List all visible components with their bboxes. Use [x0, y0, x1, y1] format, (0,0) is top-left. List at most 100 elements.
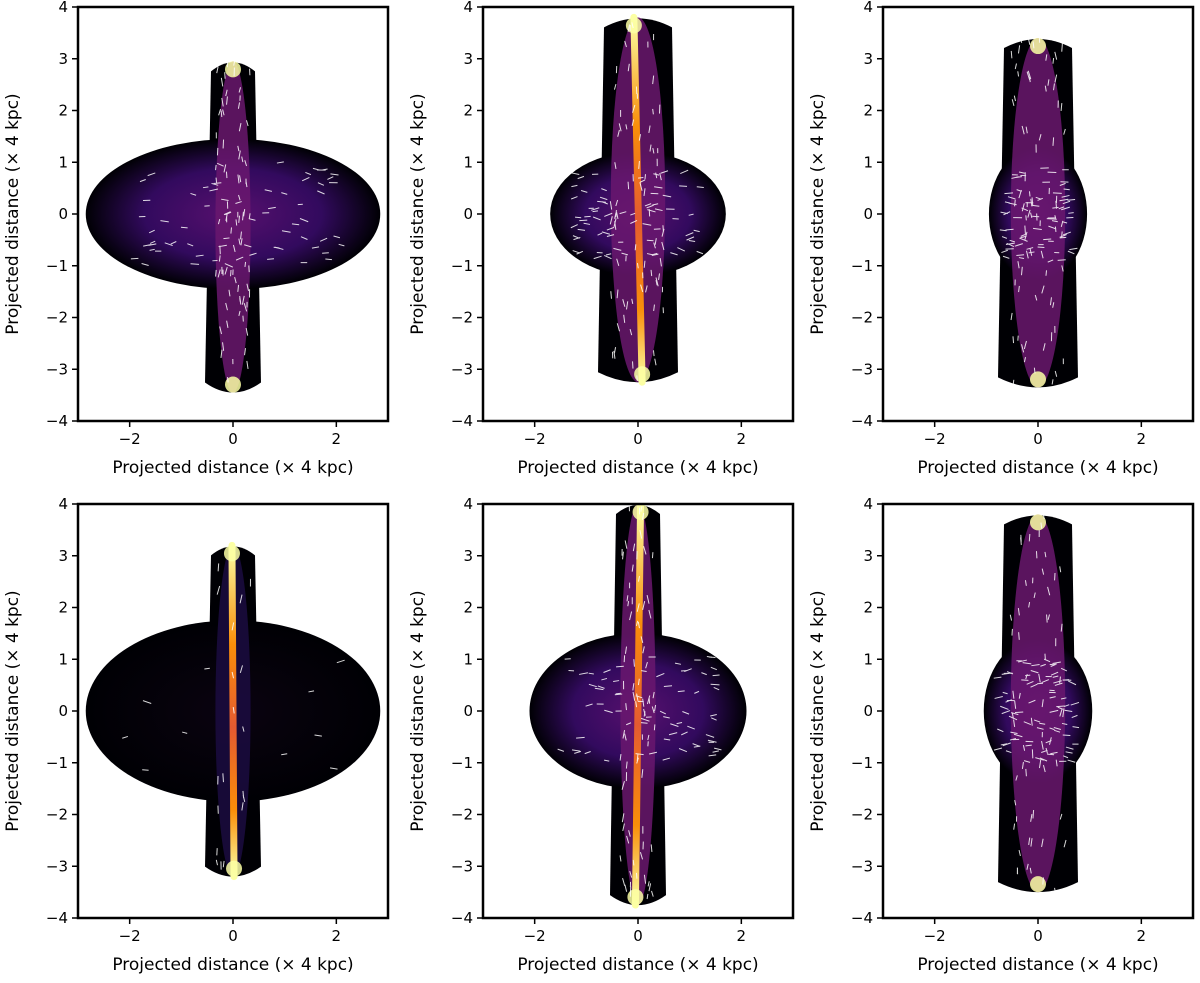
- vector: [1001, 236, 1008, 239]
- vector: [213, 182, 222, 184]
- x-tick-label: 0: [633, 927, 643, 945]
- x-tick-label: −2: [119, 430, 141, 448]
- vector: [631, 298, 634, 304]
- vector: [1068, 212, 1074, 214]
- vector: [1019, 35, 1023, 44]
- y-tick-label: −2: [851, 309, 873, 327]
- vector: [1069, 247, 1078, 251]
- vector: [1028, 191, 1031, 197]
- vector: [597, 200, 606, 203]
- vector: [1054, 370, 1058, 377]
- vector: [1019, 237, 1028, 242]
- vector: [1072, 726, 1080, 729]
- vector: [1061, 206, 1070, 211]
- hotspot-bottom: [627, 889, 644, 906]
- vector: [627, 63, 630, 72]
- hotspot-top: [223, 545, 240, 562]
- vector: [1059, 234, 1067, 238]
- vector: [1060, 623, 1063, 632]
- vector: [1021, 203, 1025, 212]
- vector: [1060, 697, 1067, 700]
- vector: [710, 714, 717, 717]
- vector: [592, 216, 601, 221]
- vector: [645, 661, 648, 669]
- y-tick-label: 1: [863, 153, 873, 171]
- x-tick-label: 0: [1033, 430, 1043, 448]
- y-tick-label: −3: [46, 360, 68, 378]
- vector: [1024, 580, 1027, 586]
- vector: [693, 745, 701, 748]
- vector: [232, 707, 235, 714]
- vector: [1045, 747, 1048, 754]
- vector: [1028, 601, 1031, 608]
- vector: [1030, 814, 1033, 822]
- y-tick-label: −3: [851, 857, 873, 875]
- x-tick-label: −2: [924, 927, 946, 945]
- vector: [248, 218, 256, 221]
- vector: [627, 181, 630, 190]
- panel-image: [85, 57, 381, 397]
- vector: [1044, 85, 1047, 92]
- x-axis-label: Projected distance (× 4 kpc): [917, 458, 1158, 478]
- polarization-vectors: [999, 35, 1078, 385]
- vector: [1054, 51, 1058, 60]
- vector: [1054, 74, 1058, 83]
- vector: [276, 161, 284, 164]
- vector: [1062, 734, 1071, 737]
- y-tick-label: 2: [58, 102, 68, 120]
- vector: [333, 235, 341, 239]
- vector: [631, 119, 635, 126]
- vector: [1030, 670, 1039, 674]
- vector: [614, 162, 617, 169]
- y-tick-label: −3: [451, 857, 473, 875]
- y-tick-label: 4: [463, 495, 473, 513]
- vector: [238, 150, 241, 160]
- vector: [1049, 663, 1057, 666]
- vector: [613, 83, 617, 90]
- vector: [1043, 238, 1052, 241]
- vector: [1014, 63, 1017, 70]
- y-tick-label: 4: [58, 495, 68, 513]
- vector: [1023, 721, 1032, 725]
- vector: [643, 545, 647, 555]
- vector: [1000, 705, 1009, 710]
- vector: [644, 203, 652, 207]
- vector: [327, 176, 334, 180]
- vector: [648, 609, 652, 619]
- vector: [638, 134, 641, 141]
- vector: [273, 246, 280, 249]
- x-tick-label: 0: [228, 927, 238, 945]
- vector: [1059, 182, 1066, 186]
- vector: [1020, 266, 1023, 276]
- vector: [220, 349, 223, 359]
- vector: [1055, 200, 1058, 209]
- vector: [588, 683, 597, 688]
- vector: [594, 687, 604, 691]
- vector: [1028, 837, 1031, 846]
- vector: [221, 97, 224, 107]
- vector: [577, 175, 585, 180]
- vector: [249, 252, 257, 256]
- y-tick-label: −3: [46, 857, 68, 875]
- vector: [646, 204, 654, 209]
- panel-image: [85, 541, 381, 881]
- vector: [584, 751, 591, 755]
- vector: [215, 269, 217, 277]
- vector: [1018, 257, 1025, 259]
- vector: [311, 246, 320, 249]
- vector: [694, 690, 700, 694]
- vector: [1017, 71, 1020, 77]
- y-tick-label: 3: [58, 50, 68, 68]
- vector: [319, 237, 328, 242]
- vector: [601, 201, 608, 205]
- vector: [646, 594, 650, 604]
- vector: [239, 594, 243, 604]
- y-tick-label: −4: [851, 412, 873, 430]
- vector: [696, 250, 704, 255]
- y-tick-label: −4: [451, 412, 473, 430]
- vector: [619, 211, 627, 215]
- vector: [597, 685, 605, 689]
- vector: [1040, 663, 1046, 667]
- vector: [1060, 103, 1063, 112]
- vector: [220, 110, 223, 118]
